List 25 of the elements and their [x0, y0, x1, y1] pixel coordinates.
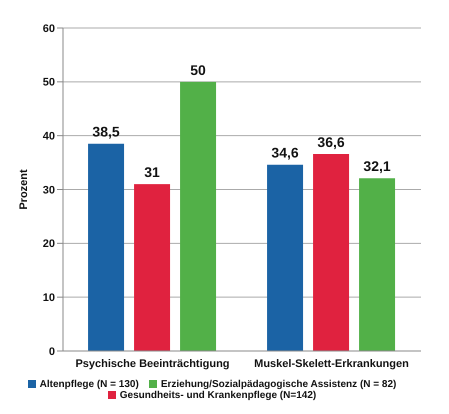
bar — [313, 154, 350, 351]
y-tick-label: 40 — [42, 130, 55, 143]
y-tick-label: 20 — [42, 238, 55, 250]
bar — [180, 82, 216, 351]
data-label: 50 — [190, 62, 206, 78]
legend-label: Erziehung/Sozialpädagogische Assistenz (N = 82) — [160, 379, 396, 390]
bar — [267, 164, 304, 351]
data-label: 36,6 — [317, 134, 345, 150]
bar — [88, 144, 124, 351]
legend-label: Altenpflege (N = 130) — [40, 379, 139, 390]
data-label: 31 — [144, 164, 160, 180]
y-tick-label: 30 — [42, 184, 55, 196]
y-axis-title: Prozent — [18, 169, 30, 210]
data-label: 32,1 — [363, 158, 391, 174]
legend-label: Gesundheits- und Krankenpflege (N=142) — [120, 390, 316, 401]
x-tick-label: Muskel-Skelett-Erkrankungen — [254, 358, 410, 370]
y-tick-label: 50 — [42, 76, 55, 89]
y-tick-label: 60 — [42, 22, 55, 35]
data-label: 34,6 — [271, 144, 299, 161]
bar — [134, 184, 170, 351]
y-tick-label: 10 — [42, 292, 55, 304]
y-tick-label: 0 — [48, 346, 55, 358]
data-label: 38,5 — [92, 124, 120, 140]
bar — [359, 178, 396, 351]
x-tick-label: Psychische Beeinträchtigung — [75, 358, 230, 370]
